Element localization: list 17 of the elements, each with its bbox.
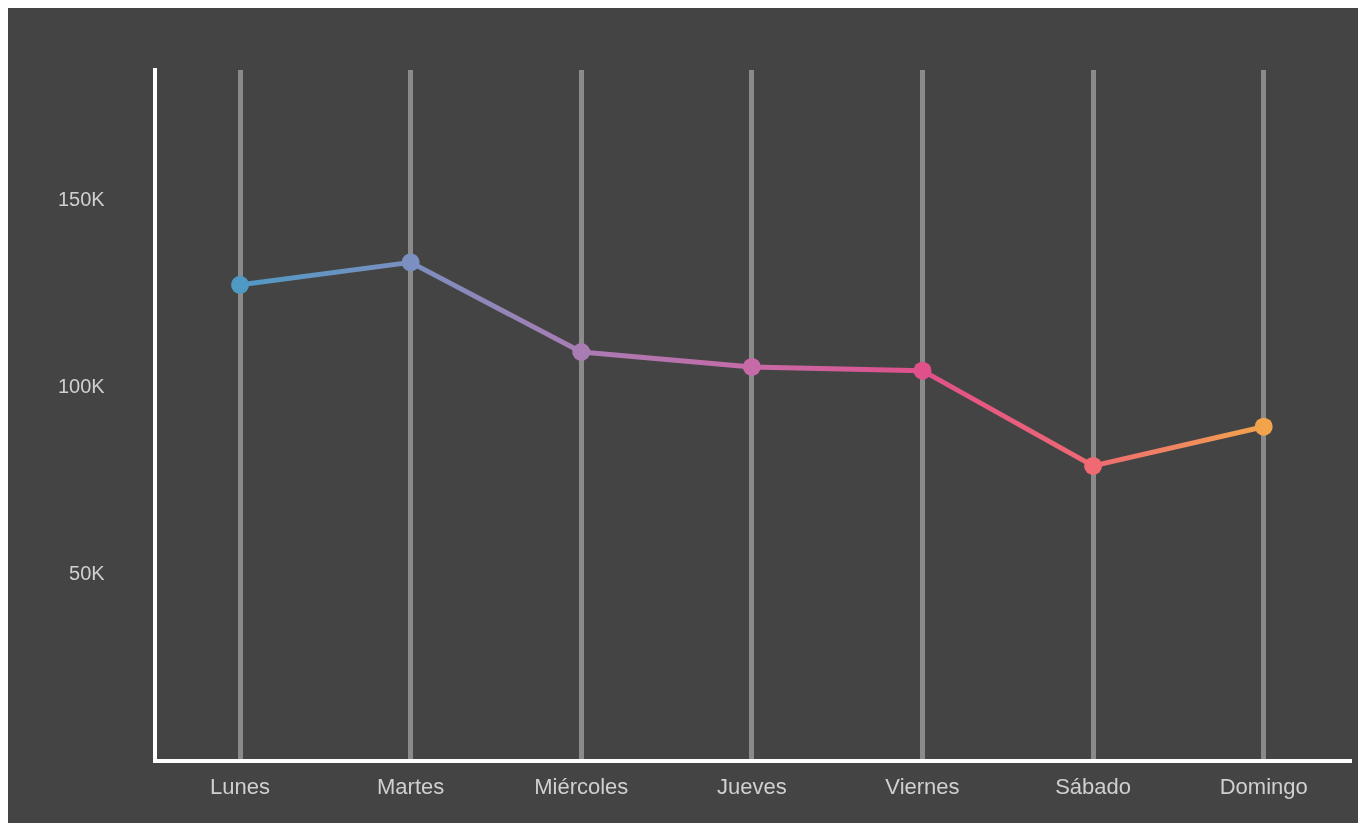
point (742, 357, 761, 376)
point (231, 275, 250, 294)
x-tick-label: Miércoles (534, 774, 629, 800)
y-tick-label: 50K (69, 561, 106, 584)
x-tick-label: Domingo (1219, 774, 1308, 800)
point (572, 343, 591, 361)
point (1084, 456, 1103, 475)
point (1254, 417, 1273, 436)
y-tick-label: 100K (57, 375, 106, 397)
x-tick-label: Lunes (210, 774, 270, 800)
point (913, 361, 932, 380)
point (401, 253, 420, 272)
x-tick-label: Jueves (717, 774, 787, 800)
x-tick-label: Viernes (885, 774, 960, 800)
x-tick-label: Martes (377, 774, 445, 800)
y-tick-label: 150K (57, 188, 106, 211)
x-tick-label: Sábado (1055, 774, 1132, 800)
